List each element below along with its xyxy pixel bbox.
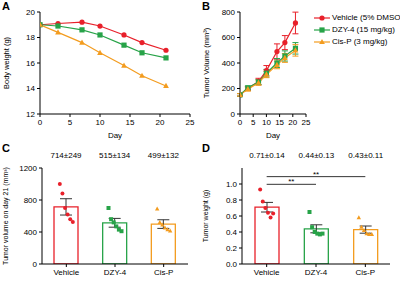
svg-text:515±134: 515±134 bbox=[99, 151, 131, 160]
svg-text:DZY-4: DZY-4 bbox=[305, 268, 328, 277]
svg-text:20: 20 bbox=[26, 8, 35, 17]
svg-text:400: 400 bbox=[24, 228, 38, 237]
svg-text:0: 0 bbox=[231, 110, 236, 119]
svg-text:800: 800 bbox=[222, 8, 236, 17]
svg-text:10: 10 bbox=[262, 118, 271, 127]
html-text:DZY-4 (15 mg/kg): DZY-4 (15 mg/kg) bbox=[332, 25, 395, 34]
svg-text:Vehicle: Vehicle bbox=[254, 268, 280, 277]
svg-text:Cis-P: Cis-P bbox=[154, 268, 174, 277]
svg-text:**: ** bbox=[288, 177, 294, 186]
svg-text:0.43±0.11: 0.43±0.11 bbox=[348, 151, 383, 160]
svg-text:15: 15 bbox=[275, 118, 284, 127]
svg-text:0.71±0.14: 0.71±0.14 bbox=[249, 151, 285, 160]
svg-text:0.4: 0.4 bbox=[226, 228, 238, 237]
svg-text:1.0: 1.0 bbox=[226, 180, 238, 189]
svg-text:16: 16 bbox=[26, 59, 35, 68]
svg-text:DZY-4: DZY-4 bbox=[104, 268, 127, 277]
svg-text:400: 400 bbox=[222, 59, 236, 68]
svg-text:0.44±0.13: 0.44±0.13 bbox=[299, 151, 335, 160]
svg-text:25: 25 bbox=[302, 118, 311, 127]
svg-text:0.6: 0.6 bbox=[226, 212, 238, 221]
svg-text:Cis-P: Cis-P bbox=[356, 268, 376, 277]
svg-text:Body weight (g): Body weight (g) bbox=[8, 36, 11, 89]
svg-text:1200: 1200 bbox=[19, 164, 37, 173]
svg-text:Tumor Volume (mm³): Tumor Volume (mm³) bbox=[202, 27, 211, 98]
svg-text:600: 600 bbox=[222, 33, 236, 42]
svg-text:**: ** bbox=[313, 170, 319, 179]
svg-text:10: 10 bbox=[96, 118, 105, 127]
svg-text:14: 14 bbox=[26, 84, 35, 93]
svg-text:18: 18 bbox=[26, 33, 35, 42]
svg-text:5: 5 bbox=[68, 118, 73, 127]
html-text:B: B bbox=[202, 0, 210, 12]
svg-text:0.2: 0.2 bbox=[226, 244, 238, 253]
svg-text:0: 0 bbox=[33, 260, 38, 269]
html-text:Cis-P (3 mg/kg): Cis-P (3 mg/kg) bbox=[332, 37, 388, 46]
svg-text:200: 200 bbox=[222, 84, 236, 93]
html-text:A: A bbox=[2, 0, 10, 12]
svg-text:Tumor weight (g): Tumor weight (g) bbox=[202, 190, 210, 243]
svg-text:0: 0 bbox=[38, 118, 43, 127]
svg-text:15: 15 bbox=[126, 118, 135, 127]
svg-text:Vehicle: Vehicle bbox=[53, 268, 79, 277]
svg-text:20: 20 bbox=[288, 118, 297, 127]
svg-text:714±249: 714±249 bbox=[50, 151, 82, 160]
svg-text:0.0: 0.0 bbox=[226, 260, 238, 269]
svg-text:25: 25 bbox=[186, 118, 195, 127]
svg-text:800: 800 bbox=[24, 196, 38, 205]
html-text:C: C bbox=[2, 142, 10, 154]
svg-text:0.8: 0.8 bbox=[226, 196, 238, 205]
svg-text:Tumor volume on day 21 (mm³): Tumor volume on day 21 (mm³) bbox=[8, 167, 10, 265]
svg-text:12: 12 bbox=[26, 110, 35, 119]
svg-text:5: 5 bbox=[251, 118, 256, 127]
svg-text:Day: Day bbox=[266, 131, 280, 140]
svg-text:20: 20 bbox=[156, 118, 165, 127]
svg-text:0: 0 bbox=[238, 118, 243, 127]
html-text:D: D bbox=[202, 142, 210, 154]
svg-text:499±132: 499±132 bbox=[148, 151, 180, 160]
svg-text:Day: Day bbox=[108, 131, 122, 140]
